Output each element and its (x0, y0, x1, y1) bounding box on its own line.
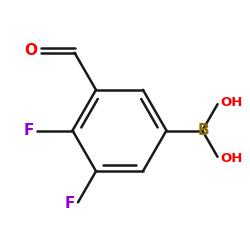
Text: OH: OH (220, 152, 243, 165)
Text: F: F (24, 123, 34, 138)
Text: B: B (198, 123, 209, 138)
Text: O: O (24, 43, 37, 58)
Text: F: F (65, 196, 75, 211)
Text: OH: OH (220, 96, 243, 109)
